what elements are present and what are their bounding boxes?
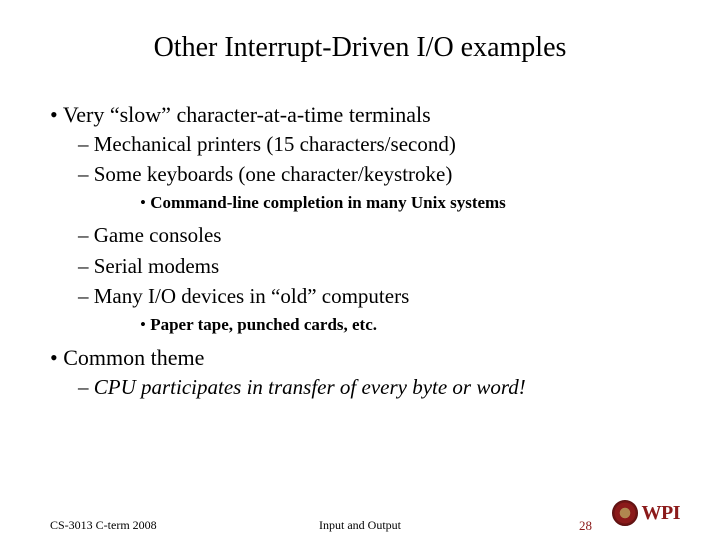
wpi-logo-text: WPI bbox=[642, 502, 681, 525]
bullet-list-lvl2: CPU participates in transfer of every by… bbox=[50, 373, 670, 401]
bullet-text: Some keyboards (one character/keystroke) bbox=[94, 162, 453, 186]
bullet-lvl3: Command-line completion in many Unix sys… bbox=[140, 192, 670, 215]
bullet-lvl1: Very “slow” character-at-a-time terminal… bbox=[50, 100, 670, 337]
bullet-text: Game consoles bbox=[94, 223, 222, 247]
bullet-lvl3: Paper tape, punched cards, etc. bbox=[140, 314, 670, 337]
slide: Other Interrupt-Driven I/O examples Very… bbox=[0, 0, 720, 540]
bullet-text: Mechanical printers (15 characters/secon… bbox=[94, 132, 456, 156]
wpi-seal-icon bbox=[612, 500, 638, 526]
bullet-lvl2: Game consoles bbox=[78, 221, 670, 249]
bullet-text: Paper tape, punched cards, etc. bbox=[150, 315, 377, 334]
bullet-lvl1: Common theme CPU participates in transfe… bbox=[50, 343, 670, 401]
bullet-text: Command-line completion in many Unix sys… bbox=[150, 193, 506, 212]
bullet-text: Serial modems bbox=[94, 254, 219, 278]
bullet-text: CPU participates in transfer of every by… bbox=[94, 375, 526, 399]
slide-title: Other Interrupt-Driven I/O examples bbox=[50, 32, 670, 64]
bullet-lvl2: Mechanical printers (15 characters/secon… bbox=[78, 130, 670, 158]
bullet-list-lvl2: Mechanical printers (15 characters/secon… bbox=[50, 130, 670, 338]
bullet-lvl2: Many I/O devices in “old” computers Pape… bbox=[78, 282, 670, 337]
bullet-list-lvl3: Paper tape, punched cards, etc. bbox=[78, 314, 670, 337]
bullet-list-lvl3: Command-line completion in many Unix sys… bbox=[78, 192, 670, 215]
bullet-lvl2-italic: CPU participates in transfer of every by… bbox=[78, 373, 670, 401]
bullet-list-lvl1: Very “slow” character-at-a-time terminal… bbox=[50, 100, 670, 401]
footer-pagenum: 28 bbox=[579, 518, 592, 534]
bullet-lvl2: Serial modems bbox=[78, 252, 670, 280]
bullet-text: Common theme bbox=[63, 345, 204, 370]
bullet-text: Many I/O devices in “old” computers bbox=[94, 284, 410, 308]
slide-content: Very “slow” character-at-a-time terminal… bbox=[50, 100, 670, 401]
bullet-lvl2: Some keyboards (one character/keystroke)… bbox=[78, 160, 670, 215]
bullet-text: Very “slow” character-at-a-time terminal… bbox=[63, 102, 431, 127]
wpi-logo: WPI bbox=[612, 500, 681, 526]
